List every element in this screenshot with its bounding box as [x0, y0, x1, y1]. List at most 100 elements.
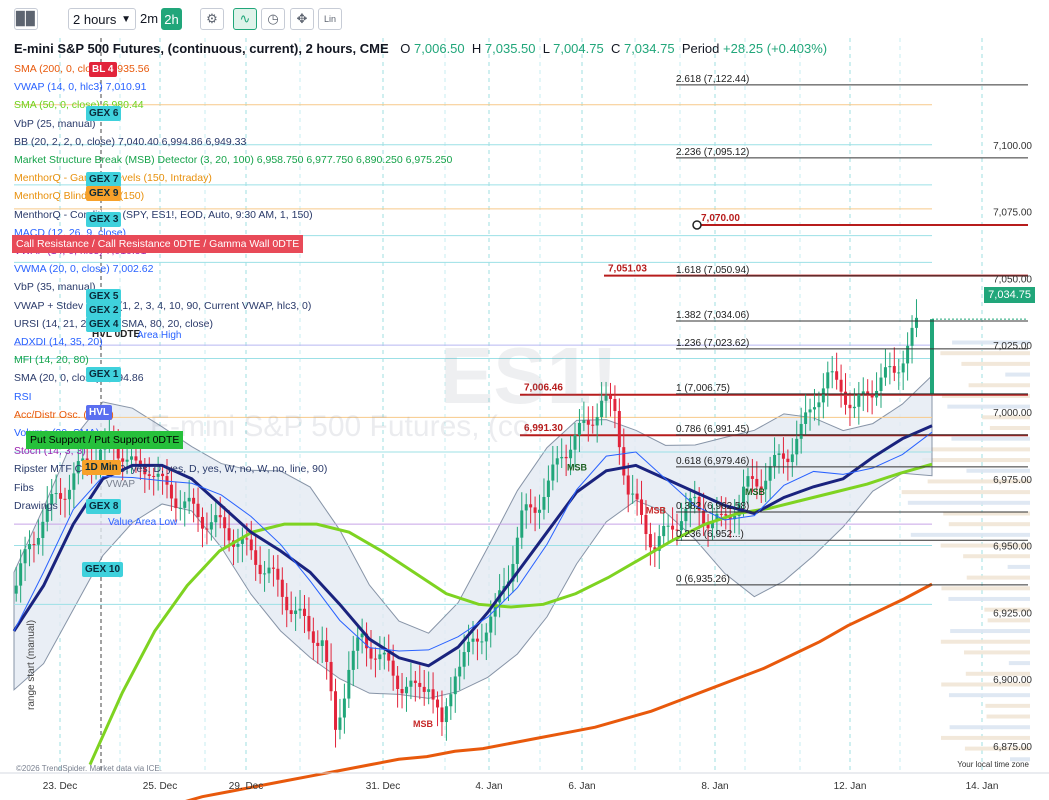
vwap-line [13, 431, 933, 652]
value-area-high-label: Area High [137, 330, 182, 341]
candle-body [289, 610, 293, 615]
candle-body [773, 454, 777, 467]
y-axis-tick-label: 6,900.00 [993, 675, 1032, 686]
y-axis-tick-label: 6,875.00 [993, 742, 1032, 753]
candle-body [826, 372, 830, 389]
candle-body [236, 543, 240, 547]
y-axis-tick-label: 6,925.00 [993, 608, 1032, 619]
volume-profile-bar [963, 554, 1030, 559]
indicator-line-icon[interactable]: ∿ [233, 8, 257, 30]
candle-body [675, 529, 679, 531]
candle-body [608, 395, 612, 399]
candle-body [36, 537, 40, 545]
clock-icon[interactable]: ◷ [261, 8, 285, 30]
candle-body [750, 476, 754, 479]
lin-scale-button[interactable]: Lin [318, 8, 342, 30]
indicator-legend-item[interactable]: SMA (20, 0, close) 6,994.86 [14, 372, 144, 385]
fib-level-label: 0.382 (6,962.58) [676, 501, 749, 512]
candle-body [684, 508, 688, 522]
candle-body [32, 544, 36, 546]
indicator-legend-item[interactable]: ADXDI (14, 35, 20) [14, 336, 103, 348]
candle-body [591, 424, 595, 426]
gex-level-tag: GEX 4 [86, 317, 122, 332]
crosshair-icon[interactable]: ✥ [290, 8, 314, 30]
candle-body [648, 534, 652, 548]
interval-dropdown[interactable]: 2 hours ▼ [68, 8, 136, 30]
candle-body [870, 394, 874, 398]
candle-body [586, 420, 590, 425]
candle-body [768, 466, 772, 481]
volume-profile-bar [910, 532, 1030, 537]
interval-2m-button[interactable]: 2m [138, 8, 160, 30]
candle-body [254, 550, 258, 565]
candle-body [356, 637, 360, 651]
candle-body [121, 458, 125, 462]
candle-body [830, 371, 834, 373]
candle-body [130, 456, 134, 460]
candle-body [382, 652, 386, 655]
candle-body [595, 417, 599, 426]
candle-body [573, 435, 577, 450]
candle-body [489, 616, 493, 633]
candle-body [161, 473, 165, 477]
indicator-legend-item[interactable]: Market Structure Break (MSB) Detector (3… [14, 154, 453, 166]
key-level-label: 7,070.00 [701, 213, 740, 224]
candle-body [116, 446, 120, 459]
call-resistance-banner: Call Resistance / Call Resistance 0DTE /… [12, 235, 304, 253]
candle-body [812, 407, 816, 410]
candle-body [524, 504, 528, 511]
range-start-label: range start (manual) [26, 619, 37, 710]
open-value: 7,006.50 [414, 41, 465, 56]
fib-level-label: 1.382 (7,034.06) [676, 310, 749, 321]
local-time-label: Your local time zone [957, 760, 1029, 769]
indicator-legend-item[interactable]: VbP (35, manual) [14, 281, 96, 294]
candle-body [555, 458, 559, 465]
candle-body [520, 510, 524, 538]
indicator-legend-item[interactable]: VWAP + Stdev Bands (1, 2, 3, 4, 10, 90, … [14, 299, 312, 312]
volume-profile-bar [952, 340, 1030, 345]
candle-body [67, 489, 71, 500]
candle-body [249, 539, 253, 551]
y-axis-tick-label: 7,000.00 [993, 408, 1032, 419]
current-price-tag: 7,034.75 [984, 287, 1035, 303]
candle-body [320, 640, 324, 646]
candle-body [622, 447, 626, 476]
indicator-legend-item[interactable]: SMA (200, 0, close) 6,935.56 [14, 63, 150, 75]
indicator-legend-item[interactable]: MenthorQ - Conditions (SPY, ES1!, EOD, A… [14, 208, 313, 221]
interval-2h-button[interactable]: 2h [161, 8, 182, 30]
indicator-legend-item[interactable]: RSI [14, 390, 32, 403]
candle-body [560, 456, 564, 459]
volume-profile-bar [943, 511, 1030, 516]
candle-body [334, 691, 338, 730]
chart-type-candles-icon[interactable]: ▉▉ [14, 8, 38, 30]
candle-body [81, 458, 85, 462]
indicator-legend-item[interactable]: BB (20, 2, 2, 0, close) 7,040.40 6,994.8… [14, 135, 247, 148]
candle-body [613, 398, 617, 412]
indicator-legend-item[interactable]: Ripster MTF Clouds (80, yes, D, yes, D, … [14, 463, 328, 476]
indicator-legend-item[interactable]: MenthorQ Blind Spots (150) [14, 190, 145, 203]
volume-profile-bar [940, 351, 1030, 356]
indicator-legend-item[interactable]: SMA (50, 0, close) 6,980.44 [14, 99, 144, 112]
price-chart[interactable]: 7,070.00 7,051.03 7,006.46 6,991.30 2.618 (… [0, 38, 1049, 800]
indicator-legend-item[interactable]: Fibs [14, 481, 34, 494]
x-axis-tick-label: 25. Dec [143, 781, 177, 792]
candle-body [192, 497, 196, 504]
candle-body [480, 641, 484, 643]
indicator-legend-item[interactable]: VWAP (14, 0, hlc3) 7,010.91 [14, 81, 147, 94]
y-axis-tick-label: 7,100.00 [993, 141, 1032, 152]
gex-level-tag: GEX 5 [86, 289, 122, 304]
candle-body [764, 480, 768, 490]
candle-body [378, 654, 382, 660]
volume-profile-bar [1007, 564, 1030, 569]
candle-body [263, 573, 267, 575]
gear-icon[interactable]: ⚙ [200, 8, 224, 30]
indicator-legend-item[interactable]: VbP (25, manual) [14, 117, 96, 130]
indicator-legend-item[interactable]: Drawings [14, 499, 58, 512]
x-axis-tick-label: 12. Jan [834, 781, 867, 792]
indicator-legend-item[interactable]: VWMA (20, 0, close) 7,002.62 [14, 263, 154, 276]
candle-body [209, 522, 213, 530]
indicator-legend-item[interactable]: MFI (14, 20, 80) [14, 354, 89, 367]
low-value: 7,004.75 [553, 41, 604, 56]
candle-body [724, 514, 728, 516]
candle-body [45, 504, 49, 522]
